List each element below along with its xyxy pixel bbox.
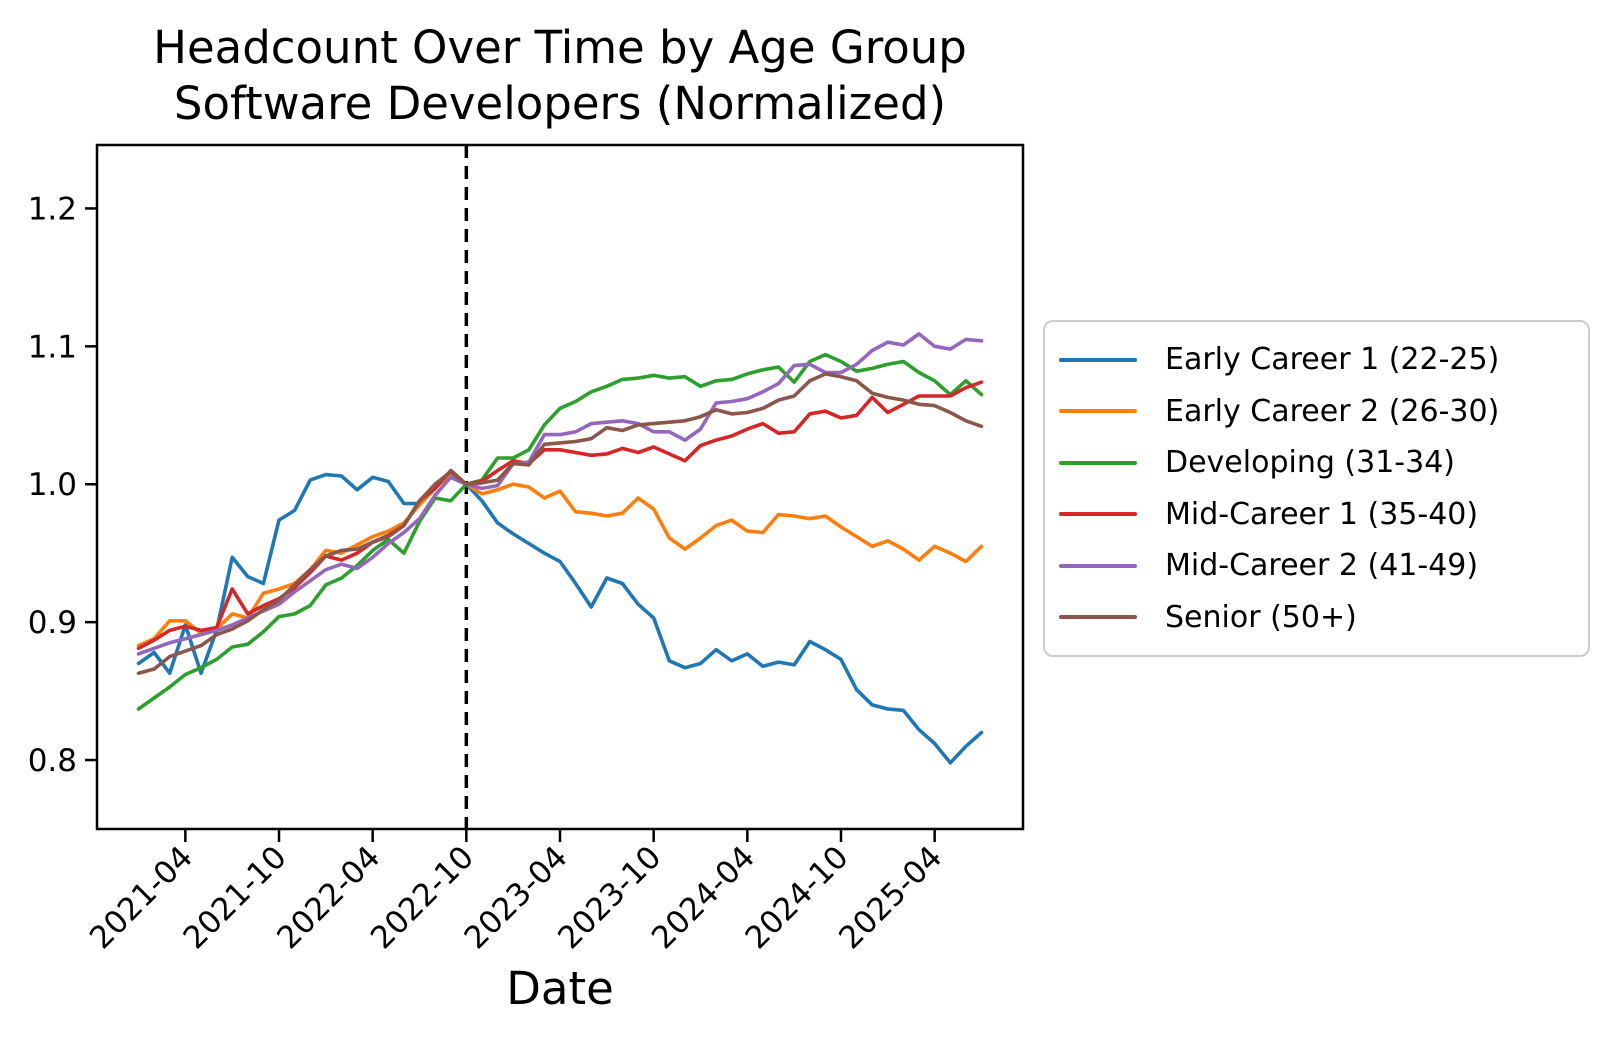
legend-item: Mid-Career 1 (35-40) (1059, 489, 1578, 541)
chart-line-early-career-1-22-25 (136, 472, 984, 765)
x-tick-label: 2022-04 (270, 839, 387, 956)
legend-label: Developing (31-34) (1165, 445, 1456, 481)
legend-swatch (1059, 512, 1137, 517)
y-tick-label: 1.1 (28, 329, 77, 365)
legend-swatch (1059, 357, 1137, 362)
x-tick-label: 2021-04 (83, 839, 200, 956)
x-tick-label: 2024-04 (645, 839, 762, 956)
plot-border (95, 143, 1025, 831)
legend-label: Mid-Career 1 (35-40) (1165, 496, 1479, 532)
chart-line-developing-31-34 (136, 352, 984, 711)
x-tick-label: 2024-10 (739, 839, 856, 956)
legend-item: Senior (50+) (1059, 592, 1578, 644)
legend-item: Early Career 1 (22-25) (1059, 334, 1578, 386)
legend-item: Early Career 2 (26-30) (1059, 386, 1578, 438)
legend: Early Career 1 (22-25) Early Career 2 (26… (1043, 320, 1590, 657)
legend-item: Developing (31-34) (1059, 437, 1578, 489)
legend-swatch (1059, 563, 1137, 568)
legend-swatch (1059, 615, 1137, 620)
legend-swatch (1059, 460, 1137, 465)
chart-line-mid-career-2-41-49 (136, 332, 984, 656)
legend-label: Early Career 1 (22-25) (1165, 342, 1500, 378)
x-tick-label: 2025-04 (832, 839, 949, 956)
plot-area (97, 145, 1023, 829)
chart-title-line2: Software Developers (Normalized) (173, 77, 947, 131)
chart-title-line1: Headcount Over Time by Age Group (153, 21, 967, 74)
legend-label: Senior (50+) (1165, 599, 1357, 635)
chart-title: Headcount Over Time by Age Group Softwar… (153, 20, 967, 133)
y-tick-label: 0.8 (28, 743, 77, 779)
x-tick-label: 2021-10 (177, 839, 294, 956)
y-tick-label: 1.0 (28, 467, 77, 503)
x-tick-label: 2022-10 (364, 839, 481, 956)
chart-line-senior-50 (136, 372, 984, 676)
y-tick-label: 0.9 (28, 605, 77, 641)
legend-label: Early Career 2 (26-30) (1165, 393, 1500, 429)
x-axis-label: Date (506, 962, 614, 1015)
legend-label: Mid-Career 2 (41-49) (1165, 548, 1479, 584)
legend-item: Mid-Career 2 (41-49) (1059, 540, 1578, 592)
y-tick-label: 1.2 (28, 191, 77, 227)
x-tick-label: 2023-04 (458, 839, 575, 956)
x-tick-label: 2023-10 (551, 839, 668, 956)
chart-line-early-career-2-26-30 (136, 471, 984, 648)
legend-swatch (1059, 409, 1137, 414)
